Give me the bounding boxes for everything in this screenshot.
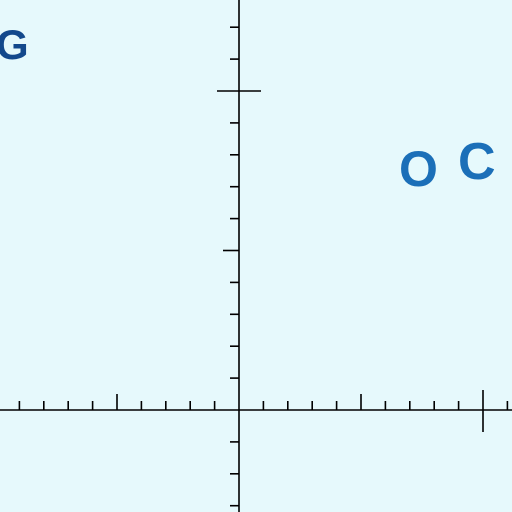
label-o: O [399,141,438,197]
label-c: C [458,133,496,191]
label-g: G [0,21,29,68]
